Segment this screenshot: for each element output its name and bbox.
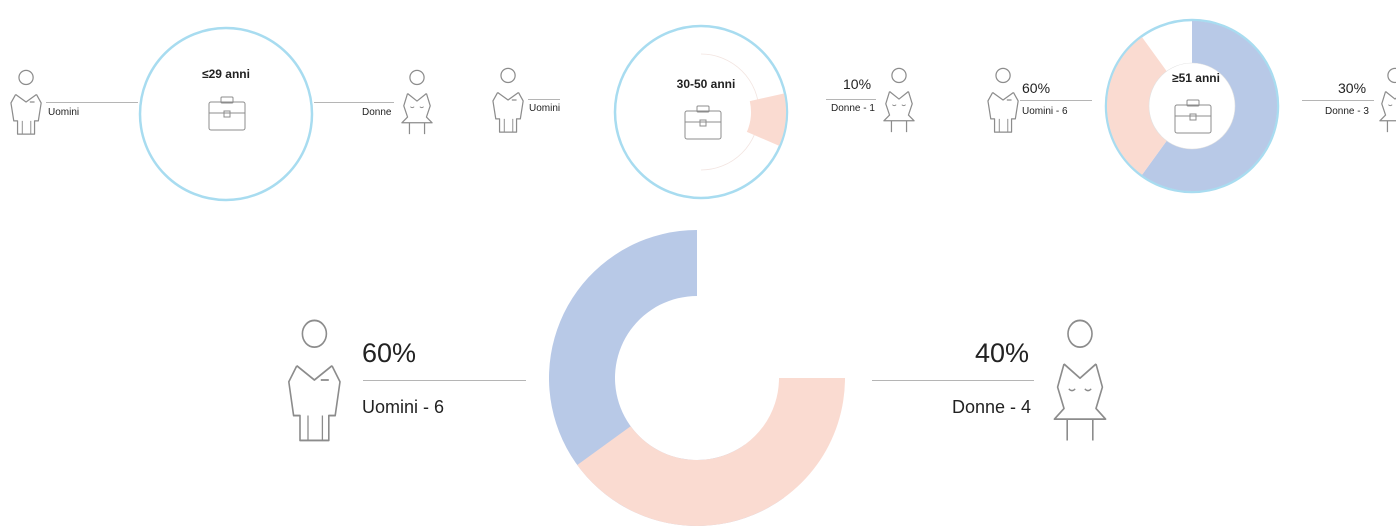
women-slice: [577, 378, 845, 526]
women-percent: 10%: [843, 76, 872, 92]
donut-chart-total: [549, 230, 845, 526]
men-label: Uomini: [48, 107, 80, 118]
group-title: ≤29 anni: [202, 67, 250, 81]
men-percent: 60%: [362, 338, 417, 368]
men-label: Uomini - 6: [1022, 106, 1068, 117]
briefcase-icon: [684, 105, 722, 140]
woman-icon: [1379, 67, 1396, 133]
men-leader-line: [46, 102, 138, 103]
group-title: 30-50 anni: [676, 77, 736, 91]
women-percent: 40%: [975, 338, 1030, 368]
man-icon: [987, 67, 1019, 133]
women-slice: [746, 93, 786, 146]
women-leader-line: [1302, 100, 1374, 101]
women-label: Donne: [362, 107, 392, 118]
women-label: Donne - 4: [952, 397, 1032, 417]
briefcase-icon: [208, 96, 246, 131]
man-icon: [288, 319, 341, 442]
men-leader-line: [363, 380, 526, 381]
man-icon: [10, 69, 42, 135]
women-leader-line: [314, 102, 394, 103]
donut-chart-under-29: [138, 26, 314, 202]
women-label: Donne - 3: [1325, 106, 1369, 117]
briefcase-icon: [1174, 99, 1212, 134]
women-leader-line: [872, 380, 1034, 381]
men-slice: [1142, 21, 1277, 191]
men-label: Uomini - 6: [362, 397, 445, 417]
women-percent: 30%: [1338, 80, 1367, 96]
men-leader-line: [528, 99, 560, 100]
men-label: Uomini: [529, 103, 561, 114]
women-label: Donne - 1: [831, 103, 875, 114]
men-percent: 60%: [1022, 80, 1051, 96]
men-leader-line: [1020, 100, 1092, 101]
women-leader-line: [826, 99, 876, 100]
woman-icon: [401, 69, 433, 135]
group-title: ≥51 anni: [1172, 71, 1220, 85]
women-slice: [1107, 37, 1167, 175]
woman-icon: [883, 67, 915, 133]
woman-icon: [1053, 319, 1107, 441]
man-icon: [492, 67, 524, 133]
